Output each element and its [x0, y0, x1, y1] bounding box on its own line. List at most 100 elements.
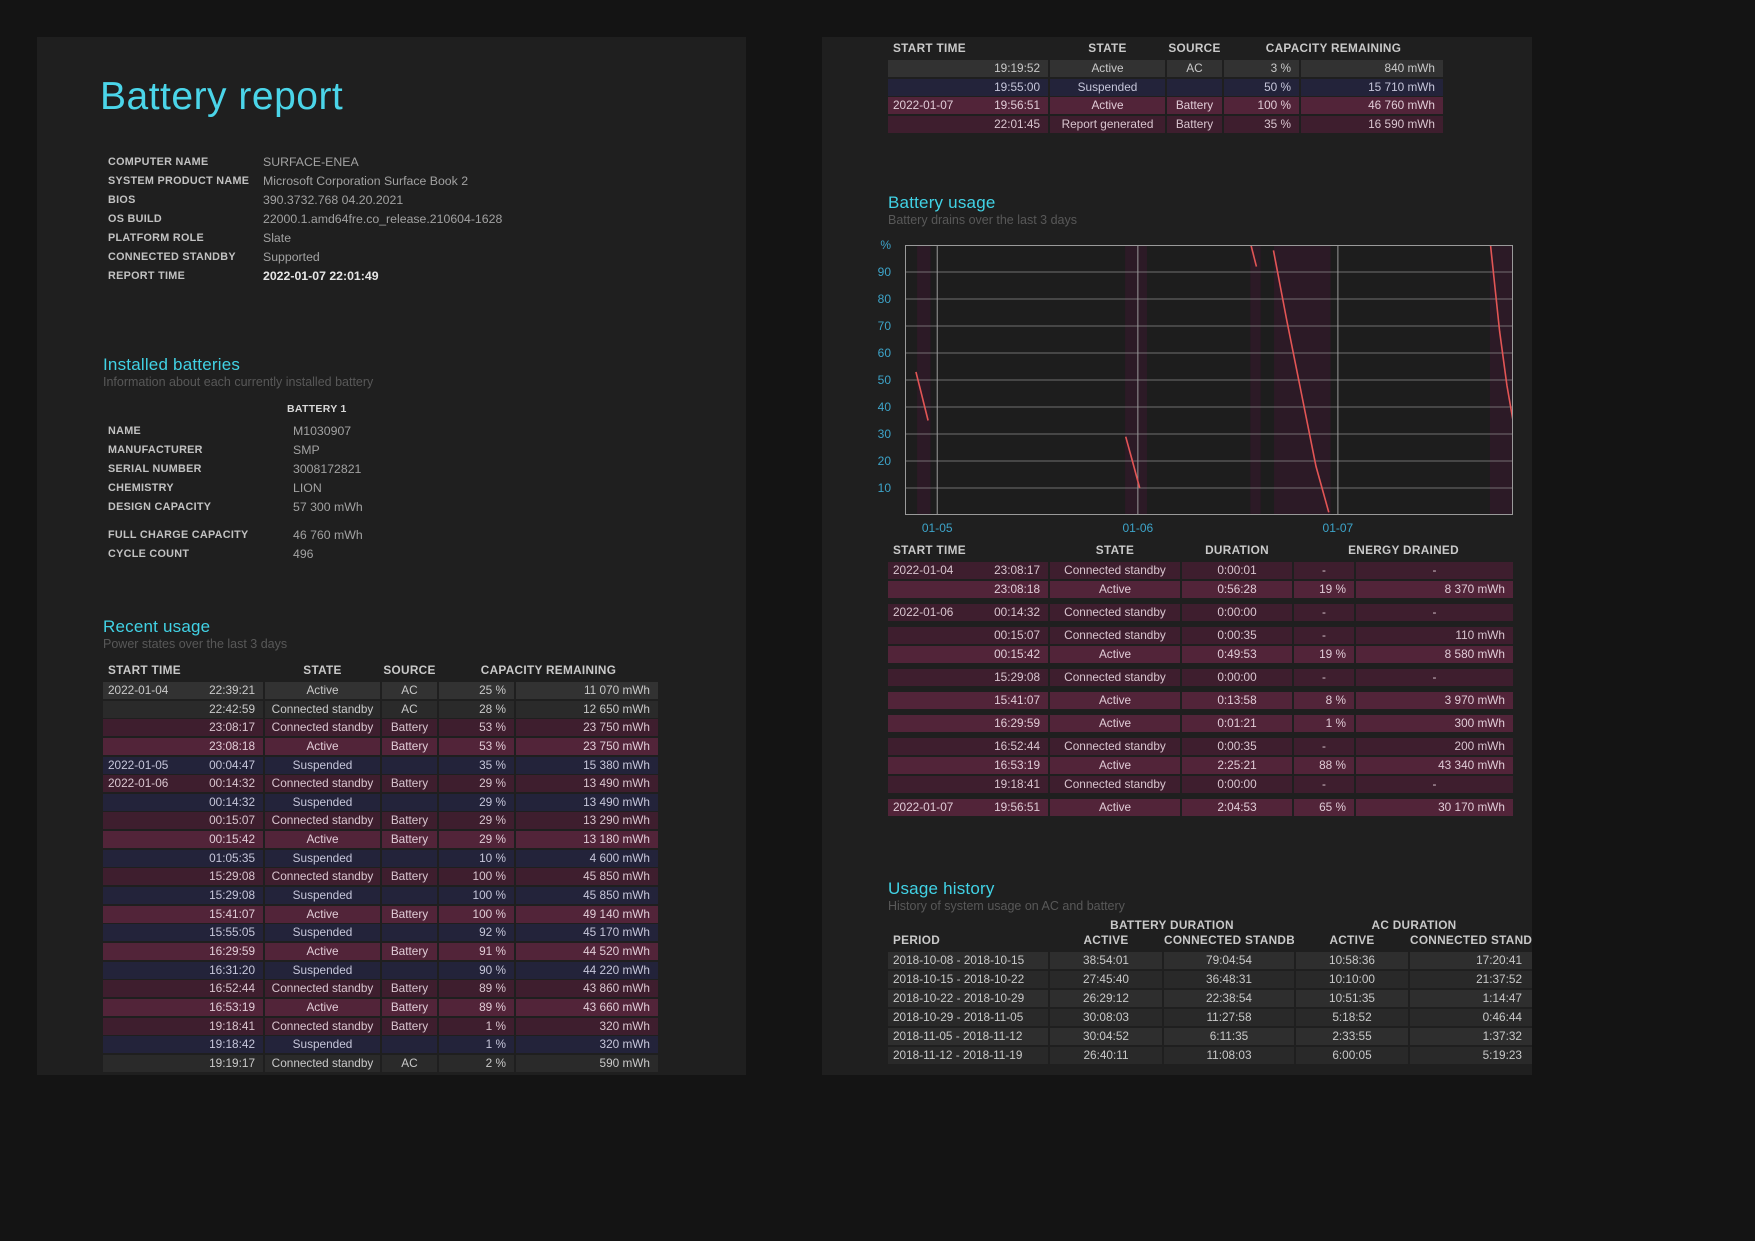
- y-axis-tick: 90: [877, 265, 891, 279]
- table-cell-state: Connected standby: [265, 700, 380, 718]
- table-cell-start: 00:15:42: [888, 646, 1048, 663]
- table-cell-state: Active: [1050, 60, 1165, 77]
- info-value: Supported: [263, 249, 320, 264]
- table-row: 2018-11-12 - 2018-11-19 26:40:11 11:08:03 6…: [888, 1047, 1532, 1064]
- table-cell-b_cs: 6:11:35: [1164, 1028, 1294, 1045]
- group-header-ac-duration: AC DURATION: [1371, 918, 1457, 932]
- table-cell-a_active: 10:51:35: [1296, 990, 1408, 1007]
- table-cell-start: 15:55:05: [103, 924, 263, 942]
- table-cell-state: Active: [1050, 715, 1180, 732]
- table-cell-mwh: 200 mWh: [1356, 738, 1513, 755]
- table-cell-source: AC: [382, 700, 437, 718]
- table-cell-b_cs: 22:38:54: [1164, 990, 1294, 1007]
- table-cell-state: Connected standby: [1050, 627, 1180, 644]
- table-row: 23:08:17 Connected standby Battery 53 % 23 7…: [103, 719, 658, 737]
- info-label: CONNECTED STANDBY: [108, 250, 236, 263]
- table-cell-state: Suspended: [265, 887, 380, 905]
- info-row: SERIAL NUMBER 3008172821: [108, 459, 363, 478]
- table-cell-source: Battery: [382, 942, 437, 960]
- col-header-source: SOURCE: [383, 663, 436, 677]
- table-cell-state: Connected standby: [1050, 738, 1180, 755]
- table-cell-state: Suspended: [265, 849, 380, 867]
- table-cell-state: Active: [1050, 646, 1180, 663]
- table-cell-mwh: 44 520 mWh: [516, 942, 658, 960]
- table-row: 01:05:35 Suspended 10 % 4 600 mWh: [103, 849, 658, 867]
- table-cell-mwh: 30 170 mWh: [1356, 799, 1513, 816]
- info-row: DESIGN CAPACITY 57 300 mWh: [108, 497, 363, 516]
- battery-usage-chart: % 90 80 70 60 50 40 30 20 10 01-05 01-06 01-07: [822, 37, 1532, 577]
- table-cell-start: 22:01:45: [888, 115, 1048, 133]
- table-cell-pct: 8 %: [1294, 692, 1354, 709]
- table-cell-pct: 29 %: [439, 793, 514, 811]
- info-label: PLATFORM ROLE: [108, 231, 205, 244]
- table-row: 2018-11-05 - 2018-11-12 30:04:52 6:11:35 2:…: [888, 1028, 1532, 1045]
- info-label: REPORT TIME: [108, 269, 186, 282]
- table-cell-source: Battery: [382, 719, 437, 737]
- table-row: 15:29:08 Connected standby 0:00:00- -: [888, 669, 1513, 686]
- table-row: 15:41:07 Active 0:13:58 8 % 3 970 mWh: [888, 692, 1513, 709]
- col-header-period: PERIOD: [893, 933, 941, 947]
- y-axis-tick: %: [880, 238, 891, 252]
- table-row: 16:52:44 Connected standby 0:00:35-200 mWh: [888, 738, 1513, 755]
- table-cell-state: Connected standby: [265, 719, 380, 737]
- table-cell-mwh: 15 380 mWh: [516, 756, 658, 774]
- table-cell-source: Battery: [1167, 115, 1222, 133]
- table-cell-start: 2022-01-05 00:04:47: [103, 756, 263, 774]
- table-cell-a_cs: 1:14:47: [1410, 990, 1532, 1007]
- table-cell-period: 2018-11-12 - 2018-11-19: [888, 1047, 1048, 1064]
- table-row: 00:15:07 Connected standby Battery 29 % 13 2…: [103, 812, 658, 830]
- table-cell-pct: -: [1294, 776, 1354, 793]
- table-cell-source: AC: [382, 682, 437, 699]
- y-axis-tick: 10: [877, 481, 891, 495]
- table-cell-start: 22:42:59: [103, 700, 263, 718]
- info-value: SMP: [293, 442, 320, 457]
- table-cell-pct: 1 %: [1294, 715, 1354, 732]
- table-cell-pct: 28 %: [439, 700, 514, 718]
- table-cell-state: Suspended: [265, 961, 380, 979]
- table-cell-source: Battery: [382, 775, 437, 793]
- recent-usage-table-header: START TIME STATE SOURCE CAPACITY REMAINI…: [103, 663, 658, 678]
- table-cell-start: 16:29:59: [888, 715, 1048, 732]
- col-header-state: STATE: [1088, 41, 1127, 55]
- table-cell-mwh: 13 180 mWh: [516, 831, 658, 849]
- table-cell-start: 2022-01-07 19:56:51: [888, 97, 1048, 115]
- table-cell-b_cs: 79:04:54: [1164, 952, 1294, 969]
- table-cell-state: Connected standby: [1050, 604, 1180, 621]
- table-cell-mwh: -: [1356, 562, 1513, 579]
- table-cell-mwh: 13 490 mWh: [516, 775, 658, 793]
- table-cell-pct: 90 %: [439, 961, 514, 979]
- table-row: 19:55:00 Suspended 50 % 15 710 mWh: [888, 78, 1443, 96]
- table-cell-duration: 0:00:00: [1182, 669, 1292, 686]
- table-row: 00:15:42 Active 0:49:53 19 % 8 580 mWh: [888, 646, 1513, 663]
- info-row: CONNECTED STANDBY Supported: [108, 247, 502, 266]
- table-cell-a_cs: 21:37:52: [1410, 971, 1532, 988]
- table-cell-start: 19:18:41: [103, 1017, 263, 1035]
- table-row: 2022-01-05 00:04:47 Suspended 35 % 15 380 mW…: [103, 756, 658, 774]
- table-cell-mwh: 45 850 mWh: [516, 887, 658, 905]
- col-header-battery-connected-standby: CONNECTED STANDBY: [1164, 933, 1294, 947]
- table-cell-start: 15:29:08: [103, 868, 263, 886]
- table-cell-start: 01:05:35: [103, 849, 263, 867]
- table-cell-state: Active: [265, 942, 380, 960]
- table-cell-source: [382, 887, 437, 905]
- table-cell-state: Connected standby: [1050, 669, 1180, 686]
- table-cell-b_active: 30:08:03: [1050, 1009, 1162, 1026]
- col-header-state: STATE: [1095, 543, 1135, 557]
- table-cell-start: 15:41:07: [103, 905, 263, 923]
- table-cell-start: 2022-01-04 22:39:21: [103, 682, 263, 699]
- table-cell-state: Active: [1050, 581, 1180, 598]
- table-cell-source: [382, 793, 437, 811]
- table-cell-pct: 88 %: [1294, 757, 1354, 774]
- table-cell-duration: 2:04:53: [1182, 799, 1292, 816]
- y-axis-tick: 50: [877, 373, 891, 387]
- table-cell-period: 2018-10-15 - 2018-10-22: [888, 971, 1048, 988]
- table-cell-duration: 0:49:53: [1182, 646, 1292, 663]
- info-value: M1030907: [293, 423, 352, 438]
- table-cell-period: 2018-10-22 - 2018-10-29: [888, 990, 1048, 1007]
- table-cell-mwh: 4 600 mWh: [516, 849, 658, 867]
- info-value: 3008172821: [293, 461, 362, 476]
- table-cell-pct: 29 %: [439, 775, 514, 793]
- table-cell-state: Active: [265, 905, 380, 923]
- table-cell-mwh: -: [1356, 604, 1513, 621]
- y-axis-tick: 20: [877, 454, 891, 468]
